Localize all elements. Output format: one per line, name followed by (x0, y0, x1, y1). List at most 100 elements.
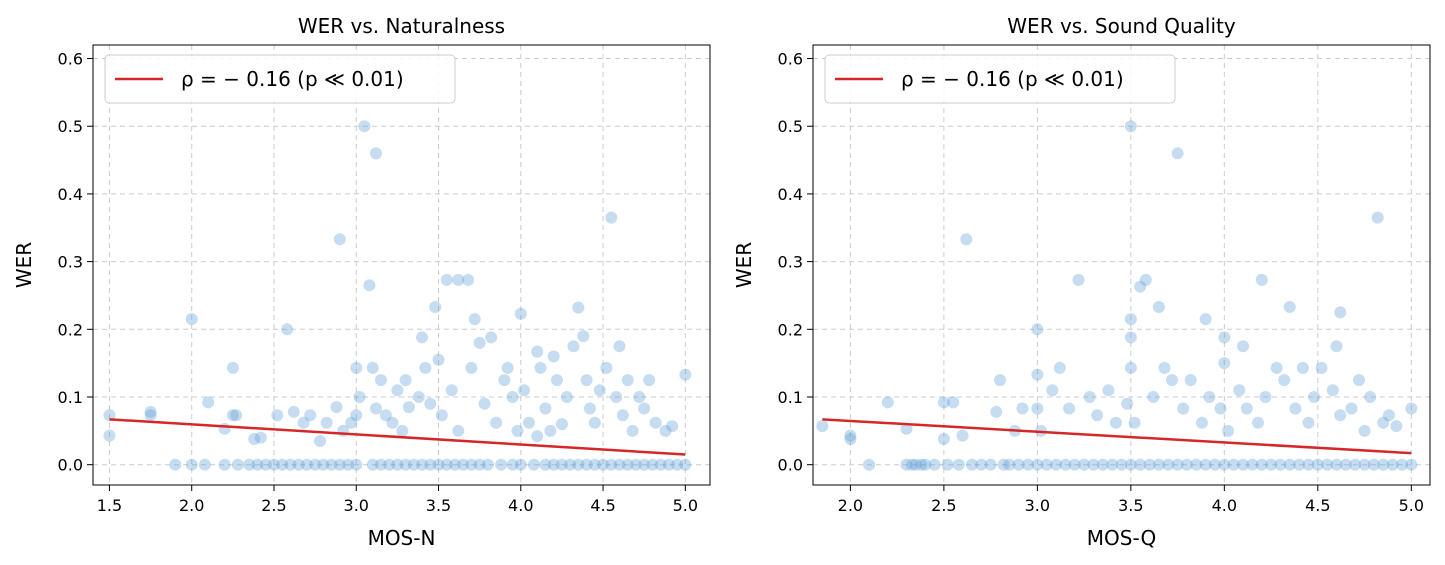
data-point (900, 422, 913, 435)
data-point (633, 391, 646, 403)
data-point (567, 340, 580, 353)
data-point (1003, 458, 1016, 471)
data-point (1240, 402, 1253, 415)
data-point (588, 416, 601, 429)
data-point (1115, 458, 1128, 471)
data-point (915, 458, 928, 471)
data-point (844, 429, 857, 442)
data-point (1059, 458, 1072, 471)
data-point (952, 458, 965, 471)
x-tick-label: 4.0 (508, 496, 533, 515)
data-point (243, 458, 256, 471)
data-point (990, 405, 1003, 418)
data-point (399, 374, 412, 387)
data-point (659, 424, 672, 437)
x-tick-label: 5.0 (1399, 496, 1424, 515)
data-point (1334, 306, 1347, 319)
data-point (1339, 458, 1352, 471)
regression-line (822, 418, 1412, 455)
x-tick-label: 2.0 (179, 496, 204, 515)
data-point (506, 458, 519, 471)
data-point (1278, 374, 1291, 387)
data-point (600, 361, 613, 374)
data-point (320, 416, 333, 429)
regression-line (109, 418, 686, 456)
data-point (1162, 458, 1175, 471)
data-point (580, 374, 593, 387)
data-point (1214, 402, 1227, 415)
data-point (1012, 458, 1025, 471)
data-point (544, 424, 557, 437)
data-point (1289, 402, 1302, 415)
data-point (1087, 458, 1100, 471)
data-point (1152, 300, 1165, 313)
data-point (218, 458, 231, 471)
data-point (1091, 409, 1104, 422)
data-point (424, 458, 437, 471)
data-point (1124, 331, 1137, 344)
data-point (1345, 402, 1358, 415)
data-point (1218, 458, 1231, 471)
data-point (226, 409, 239, 422)
data-point (1134, 280, 1147, 293)
data-point (1158, 361, 1171, 374)
data-point (555, 458, 568, 471)
data-point (1321, 458, 1334, 471)
data-point (1222, 424, 1235, 437)
data-point (1134, 458, 1147, 471)
data-point (523, 416, 536, 429)
data-point (495, 458, 508, 471)
data-point (416, 331, 429, 344)
data-point (374, 458, 387, 471)
data-point (613, 458, 626, 471)
data-point (547, 350, 560, 363)
chart-panel-2: 2.0 2.5 3.0 3.5 4.0 4.5 5.0 0.0 0.1 0.2 0.3 0.4 0.5 0… (732, 14, 1431, 550)
data-point (379, 409, 392, 422)
data-point (1199, 313, 1212, 326)
data-point (1390, 420, 1403, 433)
data-point (144, 409, 157, 422)
data-point (358, 120, 371, 133)
data-point (1371, 211, 1384, 224)
data-point (629, 458, 642, 471)
data-point (583, 402, 596, 415)
data-point (478, 397, 491, 410)
data-point (248, 432, 261, 445)
data-point (975, 458, 988, 471)
data-point (1096, 458, 1109, 471)
data-point (1367, 458, 1380, 471)
data-point (473, 458, 486, 471)
data-point (941, 458, 954, 471)
data-point (230, 409, 243, 422)
data-point (844, 432, 857, 445)
data-point (626, 424, 639, 437)
data-point (363, 279, 376, 292)
x-tick-label: 5.0 (673, 496, 698, 515)
data-point (350, 458, 363, 471)
y-tick-label: 0.5 (778, 117, 803, 136)
chart-title: WER vs. Naturalness (298, 14, 505, 38)
data-point (1326, 384, 1339, 397)
data-point (169, 458, 182, 471)
data-point (325, 458, 338, 471)
data-point (1195, 416, 1208, 429)
data-point (281, 323, 294, 336)
data-point (550, 374, 563, 387)
data-point (402, 401, 415, 414)
x-tick-label: 2.5 (931, 496, 956, 515)
data-point (638, 458, 651, 471)
data-point (1208, 458, 1221, 471)
x-tick-label: 1.5 (97, 496, 122, 515)
data-point (391, 384, 404, 397)
data-point (621, 374, 634, 387)
data-point (965, 458, 978, 471)
data-point (267, 458, 280, 471)
data-point (993, 374, 1006, 387)
data-point (342, 458, 355, 471)
data-point (1358, 458, 1371, 471)
y-tick-label: 0.0 (778, 456, 803, 475)
data-point (1237, 340, 1250, 353)
data-point (1053, 361, 1066, 374)
data-point (956, 429, 969, 442)
